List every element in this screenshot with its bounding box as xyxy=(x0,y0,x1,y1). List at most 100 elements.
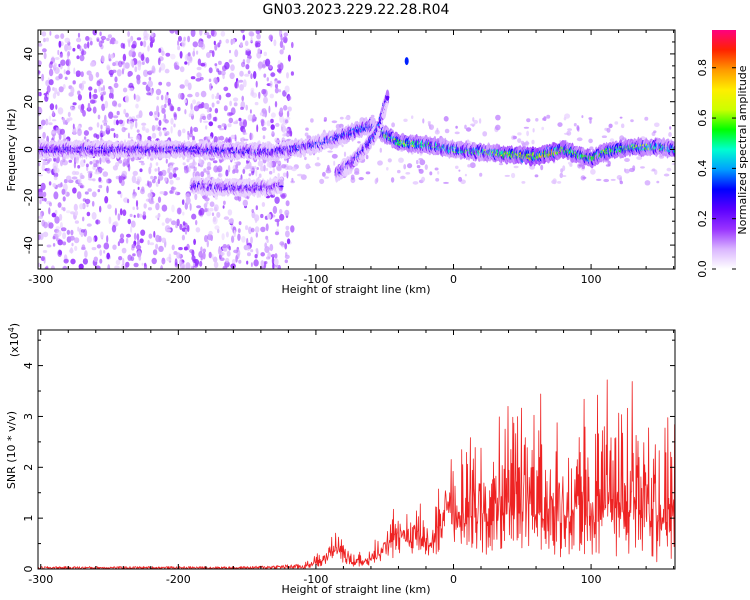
noise-speckle xyxy=(145,33,150,38)
noise-speckle xyxy=(274,87,279,94)
noise-speckle xyxy=(434,129,440,135)
noise-speckle xyxy=(77,128,82,137)
noise-speckle xyxy=(171,244,175,251)
noise-speckle xyxy=(153,113,158,119)
noise-speckle xyxy=(65,70,71,75)
noise-speckle xyxy=(57,183,63,188)
noise-speckle xyxy=(274,258,279,266)
noise-speckle xyxy=(141,262,144,266)
noise-speckle xyxy=(183,99,187,104)
noise-speckle xyxy=(260,213,264,219)
noise-speckle xyxy=(158,69,161,73)
noise-speckle xyxy=(176,207,182,215)
noise-speckle xyxy=(416,159,419,165)
noise-speckle xyxy=(266,77,269,82)
noise-speckle xyxy=(564,113,571,119)
noise-speckle xyxy=(154,168,158,172)
noise-speckle xyxy=(240,137,245,140)
noise-speckle xyxy=(149,157,154,161)
noise-speckle xyxy=(189,249,195,254)
noise-speckle xyxy=(68,117,73,121)
noise-speckle xyxy=(325,169,332,174)
noise-speckle xyxy=(276,68,282,73)
noise-speckle xyxy=(111,69,117,74)
noise-speckle xyxy=(122,87,128,93)
noise-speckle xyxy=(117,103,122,108)
noise-speckle xyxy=(419,159,426,166)
noise-speckle xyxy=(265,167,269,171)
noise-speckle xyxy=(624,168,626,172)
noise-speckle xyxy=(164,177,168,182)
noise-speckle xyxy=(161,204,168,212)
noise-speckle xyxy=(70,229,74,236)
noise-speckle xyxy=(272,168,276,174)
noise-speckle xyxy=(126,233,131,238)
noise-speckle xyxy=(73,67,76,75)
noise-speckle xyxy=(219,128,225,131)
noise-speckle xyxy=(270,124,275,130)
noise-speckle xyxy=(57,49,60,56)
noise-speckle xyxy=(270,72,276,77)
noise-speckle xyxy=(66,59,70,65)
noise-speckle xyxy=(86,203,89,208)
noise-speckle xyxy=(205,200,209,205)
noise-speckle xyxy=(70,247,73,254)
noise-speckle xyxy=(147,192,153,199)
noise-speckle xyxy=(38,70,41,74)
noise-speckle xyxy=(223,248,228,252)
noise-speckle xyxy=(58,250,63,256)
noise-speckle xyxy=(266,141,271,144)
noise-speckle xyxy=(156,105,160,113)
noise-speckle xyxy=(38,262,41,268)
noise-speckle xyxy=(242,199,248,207)
noise-speckle xyxy=(166,81,171,87)
noise-speckle xyxy=(206,240,209,248)
noise-speckle xyxy=(498,163,504,166)
noise-speckle xyxy=(167,98,172,105)
noise-speckle xyxy=(204,208,208,213)
noise-speckle xyxy=(246,260,249,265)
noise-speckle xyxy=(213,136,218,144)
noise-speckle xyxy=(187,93,193,98)
noise-speckle xyxy=(403,118,408,123)
noise-speckle xyxy=(284,209,290,216)
noise-speckle xyxy=(316,156,320,161)
noise-speckle xyxy=(165,52,171,57)
noise-speckle xyxy=(504,174,510,177)
noise-speckle xyxy=(112,100,117,107)
noise-speckle xyxy=(128,39,131,48)
noise-speckle xyxy=(54,67,60,74)
noise-speckle xyxy=(103,250,106,254)
noise-speckle xyxy=(609,138,615,143)
noise-speckle xyxy=(552,178,557,185)
noise-speckle xyxy=(204,31,210,36)
noise-speckle xyxy=(87,102,91,111)
noise-speckle xyxy=(268,105,271,114)
noise-speckle xyxy=(269,243,274,252)
noise-speckle xyxy=(119,238,125,244)
noise-speckle xyxy=(233,97,239,102)
noise-speckle xyxy=(207,136,213,140)
noise-speckle xyxy=(245,225,249,231)
noise-speckle xyxy=(268,34,274,41)
noise-speckle xyxy=(158,119,162,126)
noise-speckle xyxy=(114,265,120,269)
noise-speckle xyxy=(192,259,197,263)
noise-speckle xyxy=(274,101,278,108)
noise-speckle xyxy=(239,84,245,91)
noise-speckle xyxy=(137,186,140,190)
noise-speckle xyxy=(67,45,72,51)
noise-speckle xyxy=(73,237,80,244)
noise-speckle xyxy=(59,213,63,221)
noise-speckle xyxy=(222,265,228,269)
noise-speckle xyxy=(115,175,120,180)
noise-speckle xyxy=(87,188,92,192)
noise-speckle xyxy=(46,244,52,248)
noise-speckle xyxy=(520,140,525,145)
noise-speckle xyxy=(197,58,202,66)
noise-speckle xyxy=(269,93,274,99)
noise-speckle xyxy=(196,66,202,71)
noise-speckle xyxy=(42,48,47,53)
noise-speckle xyxy=(95,71,100,78)
noise-speckle xyxy=(225,231,229,238)
